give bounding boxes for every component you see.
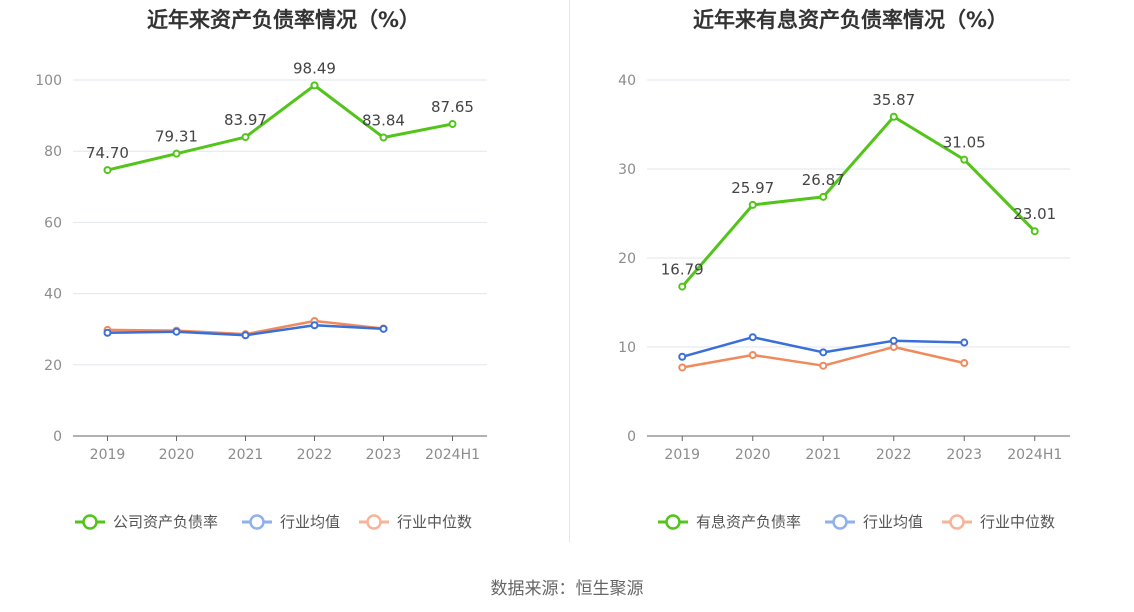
legend-label: 有息资产负债率 [696,513,801,531]
data-point [889,112,898,121]
data-label: 35.87 [872,91,915,109]
chart-title: 近年来资产负债率情况（%） [146,8,421,32]
y-tick-label: 30 [618,162,636,178]
x-tick-label: 2023 [366,447,402,463]
data-point [103,166,112,175]
chart-title: 近年来有息资产负债率情况（%） [692,8,1009,32]
data-label: 83.97 [224,111,267,129]
x-tick-label: 2022 [876,447,912,463]
x-tick-label: 2024H1 [1007,447,1062,463]
data-point [172,327,181,336]
y-tick-label: 20 [618,251,636,267]
legend-label: 公司资产负债率 [113,513,218,531]
x-tick-label: 2024H1 [425,447,480,463]
data-point [748,351,757,360]
data-label: 25.97 [731,179,774,197]
legend-marker [366,514,382,530]
legend-marker [249,514,265,530]
data-point [241,331,250,340]
data-source-note: 数据来源：恒生聚源 [490,579,644,599]
data-point [310,321,319,330]
x-tick-label: 2019 [90,447,126,463]
series-line [107,83,453,172]
data-label: 26.87 [802,171,845,189]
data-label: 79.31 [155,128,198,146]
legend-label: 行业均值 [280,513,340,531]
data-point [172,149,181,158]
data-label: 83.84 [362,112,405,130]
data-label: 31.05 [943,134,986,152]
panel-divider [569,0,570,542]
data-label: 74.70 [86,144,129,162]
y-tick-label: 0 [627,429,636,445]
data-label: 23.01 [1013,205,1056,223]
data-point [960,359,969,368]
y-tick-label: 20 [44,358,62,374]
x-tick-label: 2023 [946,447,982,463]
data-point [819,348,828,357]
data-point [310,81,319,90]
data-point [748,200,757,209]
series-line [681,115,1036,288]
legend-label: 行业均值 [863,513,923,531]
data-point [889,336,898,345]
data-point [1030,227,1039,236]
data-point [678,352,687,361]
data-label: 16.79 [661,261,704,279]
x-tick-label: 2021 [805,447,841,463]
data-point [748,333,757,342]
data-point [960,338,969,347]
y-tick-label: 60 [44,215,62,231]
legend-marker [82,514,98,530]
data-point [889,343,898,351]
x-tick-label: 2021 [228,447,264,463]
chart-panel-left: 近年来资产负债率情况（%） 0 20 40 60 80 100 2019 2020 2021 20… [0,0,567,560]
y-tick-label: 100 [35,73,62,89]
legend-marker [949,514,965,530]
legend-label: 行业中位数 [397,513,472,531]
data-point [448,119,457,128]
data-point [960,155,969,164]
data-point [819,192,828,201]
legend-marker [665,514,681,530]
data-label: 98.49 [293,59,336,77]
legend-label: 行业中位数 [980,513,1055,531]
chart-panel-right: 近年来有息资产负债率情况（%） 0 10 20 30 40 2019 2020 2021 202… [567,0,1134,560]
data-point [379,133,388,142]
data-point [819,361,828,370]
data-point [678,363,687,372]
data-label: 87.65 [431,98,474,116]
y-tick-label: 40 [44,287,62,303]
x-tick-label: 2019 [664,447,700,463]
x-tick-label: 2022 [297,447,333,463]
y-tick-label: 10 [618,340,636,356]
y-tick-label: 0 [53,429,62,445]
interest-bearing-debt-ratio-chart: 0 10 20 30 40 2019 2020 2021 2022 2023 2024H1 16.79… [618,73,1070,531]
x-tick-label: 2020 [735,447,771,463]
x-tick-label: 2020 [159,447,195,463]
data-point [678,282,687,291]
data-point [241,133,250,142]
y-tick-label: 80 [44,144,62,160]
legend-marker [832,514,848,530]
data-point [379,324,388,333]
y-tick-label: 40 [618,73,636,89]
debt-ratio-chart: 0 20 40 60 80 100 2019 2020 2021 2022 2023 2024H1 74… [35,59,487,531]
data-point [103,328,112,337]
